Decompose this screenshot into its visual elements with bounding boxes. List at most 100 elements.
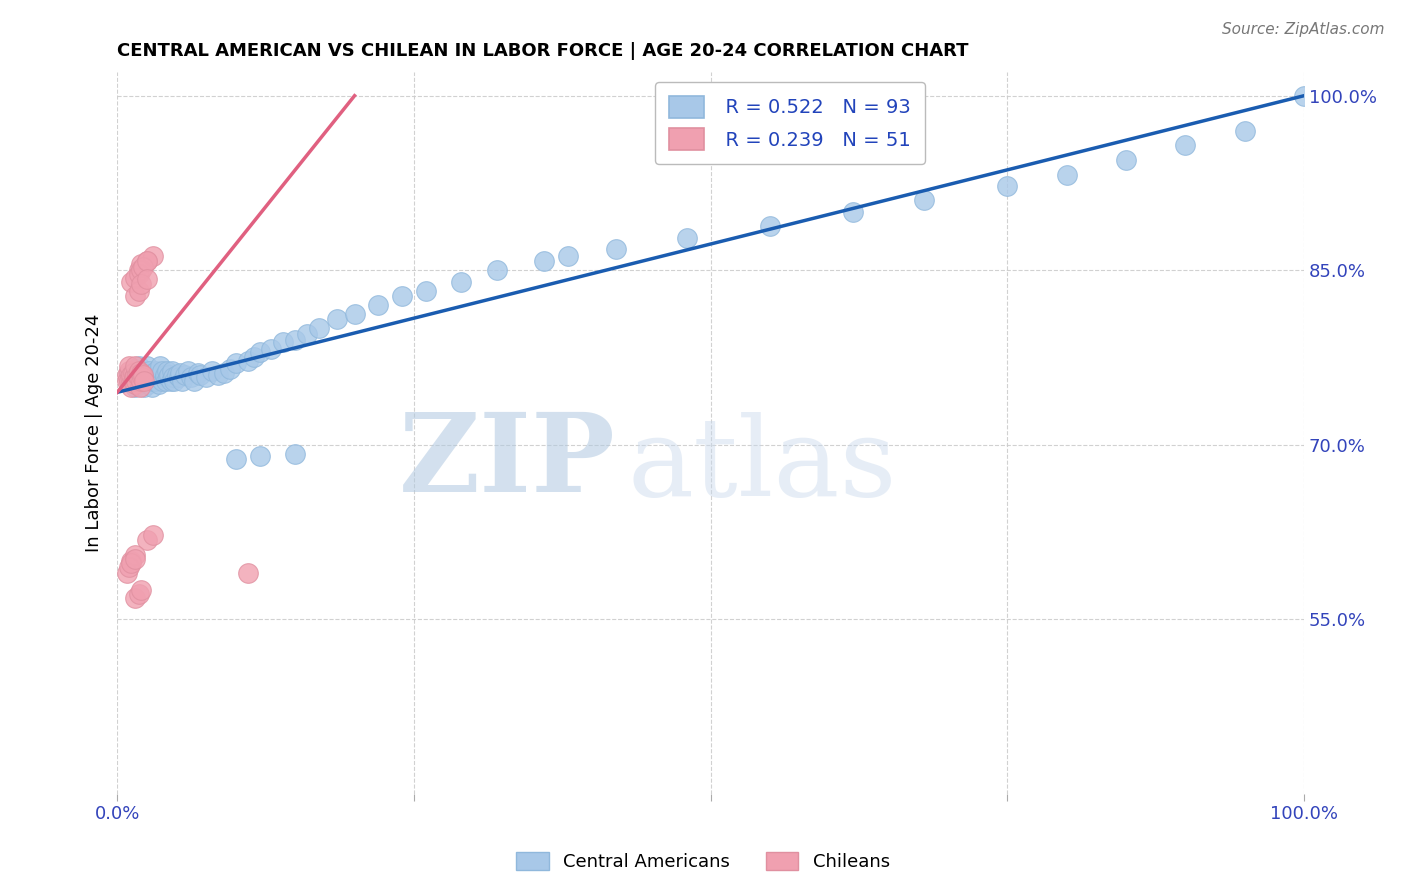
Point bbox=[134, 370, 156, 384]
Point bbox=[225, 356, 247, 370]
Point bbox=[145, 364, 167, 378]
Point bbox=[1233, 123, 1256, 137]
Point bbox=[129, 263, 152, 277]
Point bbox=[415, 284, 437, 298]
Point bbox=[284, 447, 307, 461]
Point bbox=[156, 364, 179, 378]
Point bbox=[157, 370, 180, 384]
Point bbox=[118, 559, 141, 574]
Point bbox=[134, 379, 156, 393]
Point bbox=[121, 366, 143, 380]
Point bbox=[142, 249, 165, 263]
Point bbox=[124, 362, 146, 376]
Point bbox=[326, 312, 349, 326]
Point bbox=[148, 370, 170, 384]
Point bbox=[273, 335, 295, 350]
Point bbox=[676, 230, 699, 244]
Point bbox=[118, 368, 141, 382]
Point bbox=[139, 374, 162, 388]
Point bbox=[135, 272, 157, 286]
Point bbox=[308, 321, 330, 335]
Point bbox=[132, 368, 155, 382]
Point bbox=[129, 366, 152, 380]
Point bbox=[120, 374, 142, 388]
Point bbox=[201, 364, 224, 378]
Text: atlas: atlas bbox=[627, 412, 897, 519]
Point bbox=[128, 586, 150, 600]
Point bbox=[120, 557, 142, 571]
Point bbox=[128, 359, 150, 373]
Point bbox=[131, 364, 153, 378]
Point bbox=[127, 368, 149, 382]
Point bbox=[167, 370, 190, 384]
Point bbox=[118, 359, 141, 373]
Point bbox=[128, 379, 150, 393]
Point bbox=[115, 374, 138, 388]
Point bbox=[118, 374, 141, 388]
Point bbox=[295, 327, 318, 342]
Point bbox=[343, 307, 366, 321]
Point bbox=[212, 366, 235, 380]
Point bbox=[128, 368, 150, 382]
Point bbox=[391, 289, 413, 303]
Point bbox=[118, 374, 141, 388]
Point bbox=[124, 271, 146, 285]
Point bbox=[129, 257, 152, 271]
Point bbox=[842, 205, 865, 219]
Point bbox=[129, 583, 152, 598]
Point bbox=[138, 364, 160, 378]
Point bbox=[132, 374, 155, 388]
Point bbox=[138, 370, 160, 384]
Point bbox=[135, 253, 157, 268]
Point bbox=[912, 194, 935, 208]
Point bbox=[557, 249, 579, 263]
Point bbox=[219, 362, 242, 376]
Point bbox=[169, 366, 191, 380]
Point bbox=[131, 370, 153, 384]
Point bbox=[236, 566, 259, 580]
Point bbox=[225, 451, 247, 466]
Point bbox=[485, 263, 508, 277]
Point bbox=[187, 366, 209, 380]
Point bbox=[135, 368, 157, 382]
Point bbox=[132, 260, 155, 274]
Point bbox=[135, 374, 157, 388]
Point bbox=[124, 377, 146, 392]
Point bbox=[150, 374, 173, 388]
Point bbox=[162, 370, 184, 384]
Point bbox=[134, 374, 156, 388]
Point bbox=[172, 374, 194, 388]
Point bbox=[1174, 137, 1197, 152]
Point bbox=[124, 359, 146, 373]
Point bbox=[149, 359, 172, 373]
Point bbox=[115, 566, 138, 580]
Point bbox=[159, 374, 181, 388]
Point bbox=[195, 370, 218, 384]
Point bbox=[163, 374, 186, 388]
Point bbox=[124, 548, 146, 562]
Point bbox=[125, 374, 148, 388]
Legend:   R = 0.522   N = 93,   R = 0.239   N = 51: R = 0.522 N = 93, R = 0.239 N = 51 bbox=[655, 82, 925, 164]
Text: CENTRAL AMERICAN VS CHILEAN IN LABOR FORCE | AGE 20-24 CORRELATION CHART: CENTRAL AMERICAN VS CHILEAN IN LABOR FOR… bbox=[117, 42, 969, 60]
Text: Source: ZipAtlas.com: Source: ZipAtlas.com bbox=[1222, 22, 1385, 37]
Point bbox=[141, 379, 163, 393]
Point bbox=[177, 364, 200, 378]
Point bbox=[128, 284, 150, 298]
Point bbox=[759, 219, 782, 233]
Point bbox=[118, 364, 141, 378]
Point bbox=[533, 253, 555, 268]
Point bbox=[143, 368, 166, 382]
Point bbox=[128, 263, 150, 277]
Point bbox=[1294, 88, 1316, 103]
Point bbox=[242, 351, 264, 365]
Point bbox=[128, 267, 150, 281]
Point bbox=[139, 368, 162, 382]
Point bbox=[207, 368, 229, 382]
Point bbox=[150, 364, 173, 378]
Point bbox=[124, 551, 146, 566]
Point bbox=[120, 379, 142, 393]
Point bbox=[124, 379, 146, 393]
Point bbox=[183, 374, 205, 388]
Point bbox=[121, 374, 143, 388]
Point bbox=[132, 368, 155, 382]
